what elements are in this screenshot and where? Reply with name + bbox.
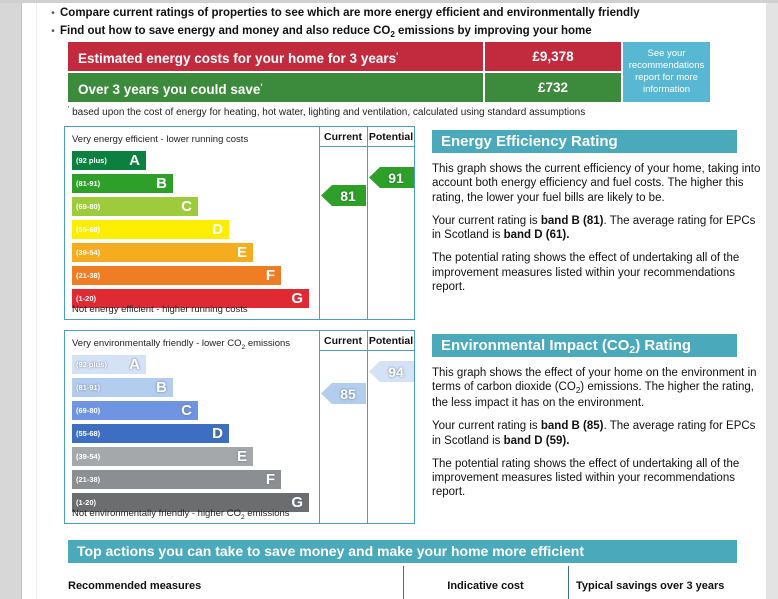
current-column-header: Current <box>324 131 362 143</box>
environmental-impact-panel: Environmental Impact (CO2) Rating This g… <box>432 334 765 500</box>
savings-row-label: Over 3 years you could save' <box>68 73 483 102</box>
recommendations-note: See your recommendations report for more… <box>623 42 710 102</box>
page-right-margin <box>766 0 778 599</box>
intro-bullet-list: • Compare current ratings of properties … <box>46 6 746 42</box>
cost-row-label: Estimated energy costs for your home for… <box>68 42 483 71</box>
energy-efficiency-panel: Energy Efficiency Rating This graph show… <box>432 130 765 294</box>
band-a: (92 plus) A <box>72 355 146 374</box>
environmental-impact-chart: Current Potential Very environmentally f… <box>64 330 415 524</box>
panel-paragraph: The potential rating shows the effect of… <box>432 252 740 293</box>
chart-top-label: Very energy efficient - lower running co… <box>72 134 249 145</box>
panel-title: Environmental Impact (CO2) Rating <box>432 334 737 357</box>
panel-paragraph: This graph shows the effect of your home… <box>432 367 757 410</box>
band-e: (39-54) E <box>72 243 253 262</box>
rating-bands: (92 plus) A (81-91) B (69-80) C (55-68) D (3… <box>72 355 309 516</box>
indicative-cost-header: Indicative cost <box>447 580 524 592</box>
chart-column-divider <box>319 127 320 319</box>
chart-column-divider <box>367 331 368 523</box>
potential-rating-arrow: 91 <box>369 167 414 188</box>
rating-bands: (92 plus) A (81-91) B (69-80) C (55-68) D (3… <box>72 151 309 312</box>
top-actions-banner: Top actions you can take to save money a… <box>68 540 737 563</box>
band-c: (69-80) C <box>72 197 198 216</box>
page-left-margin <box>0 0 22 599</box>
panel-paragraph: The potential rating shows the effect of… <box>432 457 740 499</box>
chart-header-underline <box>319 350 414 351</box>
chart-column-divider <box>367 127 368 319</box>
potential-column-header: Potential <box>368 131 414 143</box>
chart-bottom-label: Not energy efficient - higher running co… <box>72 304 248 315</box>
cost-footnote: ' based upon the cost of energy for heat… <box>68 106 586 118</box>
bullet-text: Compare current ratings of properties to… <box>60 7 640 19</box>
bullet-text: Find out how to save energy and money an… <box>60 25 592 39</box>
energy-efficiency-chart: Current Potential Very energy efficient … <box>64 126 415 320</box>
band-g: (1-20) G <box>72 289 309 308</box>
current-rating-arrow: 81 <box>321 185 366 206</box>
bullet-item: • Find out how to save energy and money … <box>46 24 746 42</box>
chart-header-underline <box>319 146 414 147</box>
band-b: (81-91) B <box>72 378 173 397</box>
bullet-icon: • <box>51 26 55 37</box>
actions-table-divider <box>568 566 569 599</box>
chart-column-divider <box>319 331 320 523</box>
page-top-margin <box>0 0 778 3</box>
bullet-item: • Compare current ratings of properties … <box>46 6 746 24</box>
bullet-icon: • <box>51 8 55 19</box>
recommended-measures-header: Recommended measures <box>68 580 202 592</box>
current-column-header: Current <box>324 335 362 347</box>
energy-cost-summary-table: Estimated energy costs for your home for… <box>68 42 712 102</box>
band-d: (55-68) D <box>72 220 229 239</box>
potential-rating-arrow: 94 <box>369 361 414 382</box>
page-fold-line <box>36 3 37 599</box>
band-f: (21-38) F <box>72 266 281 285</box>
band-d: (55-68) D <box>72 424 229 443</box>
band-a: (92 plus) A <box>72 151 146 170</box>
cost-row-value: £9,378 <box>485 42 621 71</box>
band-c: (69-80) C <box>72 401 198 420</box>
panel-paragraph: This graph shows the current efficiency … <box>432 163 761 204</box>
band-f: (21-38) F <box>72 470 281 489</box>
chart-bottom-label: Not environmentally friendly - higher CO… <box>72 508 290 521</box>
band-g: (1-20) G <box>72 493 309 512</box>
chart-top-label: Very environmentally friendly - lower CO… <box>72 338 291 351</box>
savings-row-value: £732 <box>485 73 621 102</box>
panel-title: Energy Efficiency Rating <box>432 130 737 153</box>
actions-table-divider <box>403 566 404 599</box>
typical-savings-header: Typical savings over 3 years <box>576 580 725 592</box>
panel-paragraph: Your current rating is band B (81). The … <box>432 214 756 241</box>
panel-paragraph: Your current rating is band B (85). The … <box>432 420 756 447</box>
band-e: (39-54) E <box>72 447 253 466</box>
potential-column-header: Potential <box>368 335 414 347</box>
current-rating-arrow: 85 <box>321 383 366 404</box>
band-b: (81-91) B <box>72 174 173 193</box>
